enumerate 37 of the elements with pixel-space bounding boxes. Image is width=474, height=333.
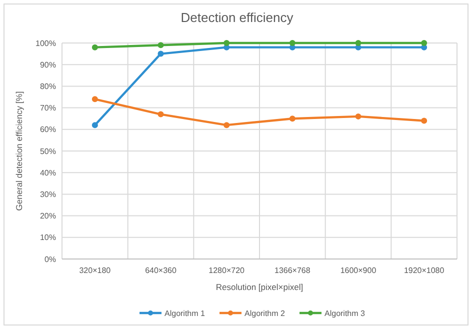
point [421,40,428,46]
legend-label: Algorithm 3 [324,308,366,318]
legend-label: Algorithm 2 [244,308,286,318]
x-tick-label: 640×360 [145,266,177,275]
y-tick-label: 50% [40,146,56,156]
point [421,118,428,124]
y-tick-label: 20% [40,212,56,221]
point [92,122,98,128]
y-tick-label: 0% [44,254,56,264]
point [355,113,362,120]
x-tick-label: 1920×1080 [404,266,445,275]
y-tick-label: 30% [40,190,56,199]
y-tick-label: 70% [40,104,56,113]
point [92,96,98,102]
point [92,44,98,50]
point [224,122,230,128]
point [158,111,164,118]
y-tick-label: 100% [36,38,56,48]
y-tick-label: 10% [40,233,56,242]
point [224,40,230,46]
point [158,42,164,48]
x-tick-label: 1600×900 [340,266,377,275]
y-tick-label: 90% [40,60,56,70]
point [289,40,296,46]
y-axis-title: General detection efficiency [%] [14,91,24,211]
x-tick-label: 320×180 [79,266,112,275]
y-tick-label: 60% [40,125,56,134]
point [289,116,296,122]
legend-label: Algorithm 1 [164,308,206,318]
y-tick-label: 80% [40,82,56,91]
y-tick-label: 40% [40,168,56,178]
x-axis-title: Resolution [pixel×pixel] [216,282,304,292]
chart-title: Detection efficiency [180,10,294,25]
x-tick-label: 1366×768 [274,266,311,275]
point [355,40,362,46]
x-tick-label: 1280×720 [208,266,246,275]
point [158,50,164,57]
